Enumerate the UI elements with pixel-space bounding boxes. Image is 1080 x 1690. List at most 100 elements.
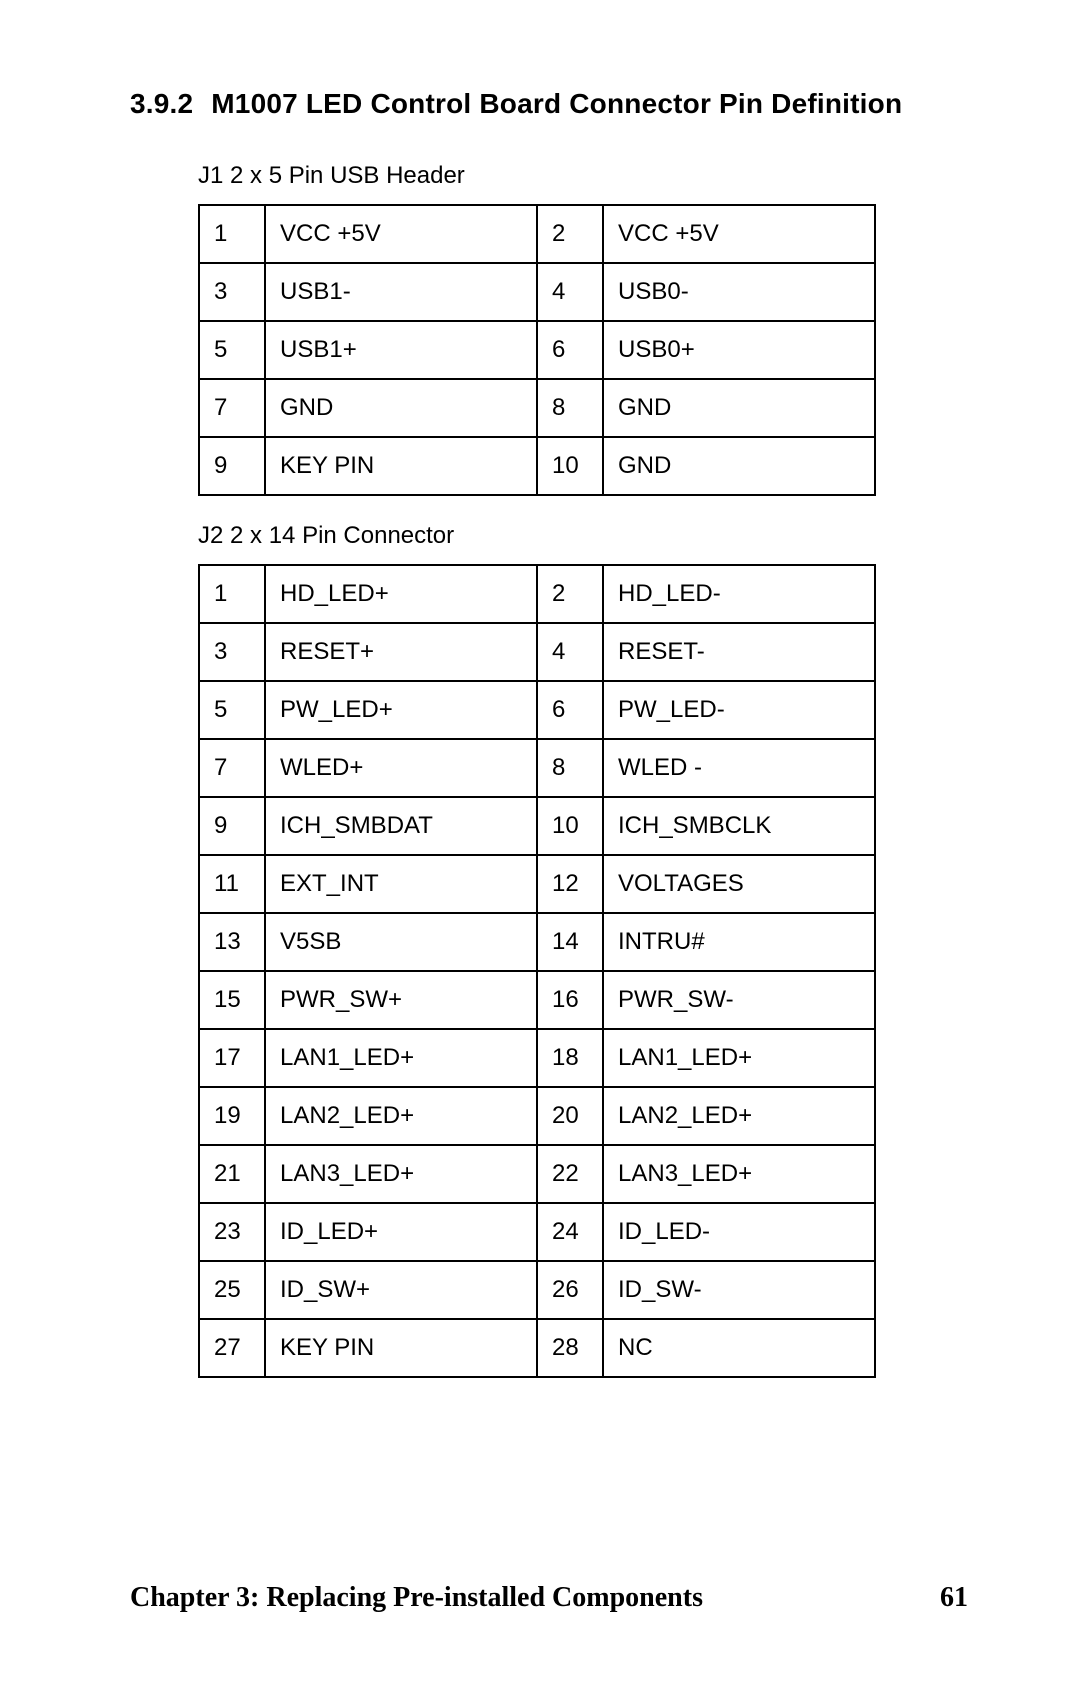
cell: 26 <box>537 1261 603 1319</box>
table-row: 21LAN3_LED+22LAN3_LED+ <box>199 1145 875 1203</box>
cell: 17 <box>199 1029 265 1087</box>
cell: LAN2_LED+ <box>265 1087 537 1145</box>
cell: ID_LED- <box>603 1203 875 1261</box>
cell: 10 <box>537 797 603 855</box>
cell: 15 <box>199 971 265 1029</box>
cell: 22 <box>537 1145 603 1203</box>
cell: LAN1_LED+ <box>265 1029 537 1087</box>
cell: 16 <box>537 971 603 1029</box>
section-title: M1007 LED Control Board Connector Pin De… <box>211 88 902 119</box>
cell: VCC +5V <box>603 205 875 263</box>
cell: 12 <box>537 855 603 913</box>
cell: 10 <box>537 437 603 495</box>
cell: PWR_SW- <box>603 971 875 1029</box>
cell: ICH_SMBCLK <box>603 797 875 855</box>
cell: 6 <box>537 321 603 379</box>
table-row: 1HD_LED+2HD_LED- <box>199 565 875 623</box>
pin-table-j1: 1VCC +5V2VCC +5V 3USB1-4USB0- 5USB1+6USB… <box>198 204 876 496</box>
cell: PWR_SW+ <box>265 971 537 1029</box>
cell: LAN1_LED+ <box>603 1029 875 1087</box>
cell: 1 <box>199 565 265 623</box>
cell: LAN3_LED+ <box>603 1145 875 1203</box>
footer-chapter: Chapter 3: Replacing Pre-installed Compo… <box>130 1582 703 1614</box>
cell: USB1- <box>265 263 537 321</box>
cell: GND <box>603 437 875 495</box>
cell: 1 <box>199 205 265 263</box>
cell: 7 <box>199 739 265 797</box>
table-row: 3RESET+4RESET- <box>199 623 875 681</box>
cell: ICH_SMBDAT <box>265 797 537 855</box>
cell: RESET+ <box>265 623 537 681</box>
cell: GND <box>603 379 875 437</box>
table-row: 9KEY PIN10GND <box>199 437 875 495</box>
table-row: 3USB1-4USB0- <box>199 263 875 321</box>
cell: V5SB <box>265 913 537 971</box>
table-row: 23ID_LED+24ID_LED- <box>199 1203 875 1261</box>
cell: 14 <box>537 913 603 971</box>
cell: 20 <box>537 1087 603 1145</box>
cell: EXT_INT <box>265 855 537 913</box>
cell: KEY PIN <box>265 1319 537 1377</box>
cell: WLED+ <box>265 739 537 797</box>
cell: 2 <box>537 565 603 623</box>
cell: NC <box>603 1319 875 1377</box>
cell: 4 <box>537 623 603 681</box>
table-caption: J1 2 x 5 Pin USB Header <box>198 162 970 190</box>
table-row: 15PWR_SW+16PWR_SW- <box>199 971 875 1029</box>
cell: VOLTAGES <box>603 855 875 913</box>
cell: 25 <box>199 1261 265 1319</box>
cell: 21 <box>199 1145 265 1203</box>
table-row: 27KEY PIN28NC <box>199 1319 875 1377</box>
cell: 19 <box>199 1087 265 1145</box>
cell: ID_LED+ <box>265 1203 537 1261</box>
table-row: 1VCC +5V2VCC +5V <box>199 205 875 263</box>
cell: 23 <box>199 1203 265 1261</box>
table-row: 5USB1+6USB0+ <box>199 321 875 379</box>
table-row: 25ID_SW+26ID_SW- <box>199 1261 875 1319</box>
cell: WLED - <box>603 739 875 797</box>
cell: HD_LED+ <box>265 565 537 623</box>
cell: PW_LED+ <box>265 681 537 739</box>
table-row: 11EXT_INT12VOLTAGES <box>199 855 875 913</box>
cell: INTRU# <box>603 913 875 971</box>
cell: 28 <box>537 1319 603 1377</box>
cell: 6 <box>537 681 603 739</box>
table-row: 17LAN1_LED+18LAN1_LED+ <box>199 1029 875 1087</box>
cell: RESET- <box>603 623 875 681</box>
cell: 7 <box>199 379 265 437</box>
cell: PW_LED- <box>603 681 875 739</box>
table-block-j2: J2 2 x 14 Pin Connector 1HD_LED+2HD_LED-… <box>198 522 970 1378</box>
table-row: 19LAN2_LED+20LAN2_LED+ <box>199 1087 875 1145</box>
cell: 13 <box>199 913 265 971</box>
cell: USB1+ <box>265 321 537 379</box>
cell: USB0- <box>603 263 875 321</box>
section-heading: 3.9.2 M1007 LED Control Board Connector P… <box>130 88 970 120</box>
cell: 2 <box>537 205 603 263</box>
cell: HD_LED- <box>603 565 875 623</box>
table-row: 9ICH_SMBDAT10ICH_SMBCLK <box>199 797 875 855</box>
cell: LAN2_LED+ <box>603 1087 875 1145</box>
table-row: 13V5SB14INTRU# <box>199 913 875 971</box>
cell: 27 <box>199 1319 265 1377</box>
cell: 4 <box>537 263 603 321</box>
cell: 3 <box>199 623 265 681</box>
document-page: 3.9.2 M1007 LED Control Board Connector P… <box>0 0 1080 1690</box>
cell: 9 <box>199 797 265 855</box>
footer-page-number: 61 <box>940 1582 968 1614</box>
table-block-j1: J1 2 x 5 Pin USB Header 1VCC +5V2VCC +5V… <box>198 162 970 496</box>
cell: 18 <box>537 1029 603 1087</box>
cell: 8 <box>537 739 603 797</box>
table-caption: J2 2 x 14 Pin Connector <box>198 522 970 550</box>
section-number: 3.9.2 <box>130 88 193 119</box>
cell: KEY PIN <box>265 437 537 495</box>
table-row: 5PW_LED+6PW_LED- <box>199 681 875 739</box>
cell: 5 <box>199 681 265 739</box>
cell: ID_SW- <box>603 1261 875 1319</box>
cell: 24 <box>537 1203 603 1261</box>
cell: ID_SW+ <box>265 1261 537 1319</box>
cell: 11 <box>199 855 265 913</box>
cell: LAN3_LED+ <box>265 1145 537 1203</box>
cell: VCC +5V <box>265 205 537 263</box>
cell: 8 <box>537 379 603 437</box>
cell: 9 <box>199 437 265 495</box>
